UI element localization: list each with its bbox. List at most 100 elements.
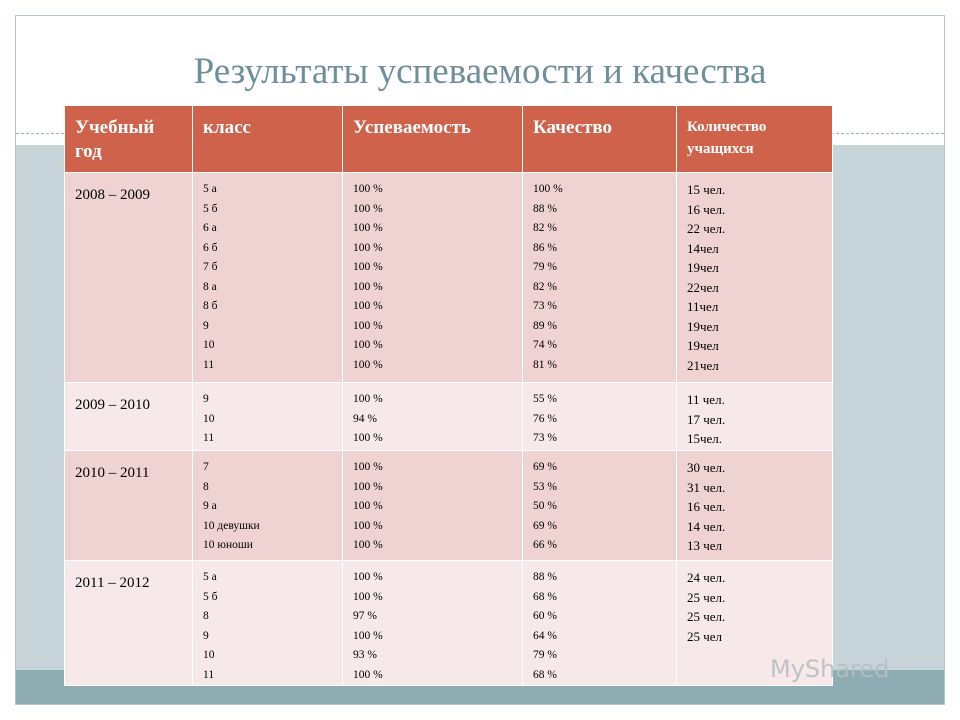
header-cell: Учебный год: [64, 105, 193, 173]
header-text: Учебный год: [75, 117, 155, 162]
quality-line: 60 %: [533, 610, 557, 622]
success-line: 93 %: [353, 649, 377, 661]
header-cell: Качество: [522, 105, 677, 173]
quality-cell: 55 % 76 % 73 %: [522, 382, 677, 451]
quality-line: 68 %: [533, 590, 557, 603]
quality-cell: 100 % 88 % 82 % 86 % 79 % 82 % 73 % 89 % 74 % 81 …: [522, 172, 677, 383]
quality-line: 88 %: [533, 202, 557, 215]
year: 2011 – 2012: [75, 575, 150, 591]
success-line: 100 %: [353, 339, 383, 351]
success-cell: 100 % 100 % 100 % 100 % 100 % 100 % 100 % 100 %…: [342, 172, 523, 383]
classes-line: 10 юноши: [203, 539, 253, 551]
count-line: 25 чел: [687, 628, 723, 644]
count-line: 25 чел.: [687, 589, 726, 605]
header-cell: Количество учащихся: [676, 105, 833, 173]
quality-line: 55 %: [533, 393, 557, 405]
watermark: MyShared: [770, 655, 890, 683]
quality-line: 86 %: [533, 241, 557, 254]
table-row: 2009 – 2010 9 10 11 100 % 94 % 100 % 55 % 76 % 73…: [64, 382, 833, 451]
quality-line: 68 %: [533, 668, 557, 681]
header-text: Успеваемость: [353, 117, 471, 138]
year: 2009 – 2010: [75, 397, 150, 413]
count-line: 16 чел.: [687, 201, 726, 217]
classes-cell: 5 а 5 б 8 9 10 11: [192, 560, 343, 686]
year-cell: 2010 – 2011: [64, 450, 193, 561]
classes-line: 7: [203, 461, 209, 473]
success-line: 100 %: [353, 300, 383, 312]
count-line: 15чел.: [687, 431, 723, 446]
frame: [15, 15, 945, 705]
quality-line: 82 %: [533, 280, 557, 293]
header-text: Качество: [533, 117, 613, 138]
table-row: 2010 – 2011 7 8 9 а 10 девушки 10 юноши 100 % 1…: [64, 450, 833, 561]
success-line: 100 %: [353, 222, 383, 234]
quality-line: 73 %: [533, 432, 557, 444]
quality-line: 88 %: [533, 571, 557, 583]
success-line: 100 %: [353, 183, 383, 195]
classes-line: 9: [203, 319, 209, 332]
classes-line: 10 девушки: [203, 519, 260, 532]
count-line: 15 чел.: [687, 182, 726, 197]
count-cell: 30 чел. 31 чел. 16 чел. 14 чел. 13 чел: [676, 450, 833, 561]
count-line: 22чел: [687, 279, 719, 295]
header-text: Количество учащихся: [687, 119, 767, 157]
count-line: 30 чел.: [687, 460, 726, 475]
quality-line: 69 %: [533, 461, 557, 473]
classes-line: 5 а: [203, 571, 217, 583]
quality-line: 76 %: [533, 412, 557, 425]
count-line: 19чел: [687, 338, 719, 353]
classes-line: 10: [203, 339, 215, 351]
year: 2008 – 2009: [75, 187, 150, 203]
success-line: 100 %: [353, 432, 383, 444]
count-line: 11чел: [687, 299, 719, 314]
header-row: Учебный год класс Успеваемость Качество Коли…: [64, 105, 833, 173]
quality-line: 74 %: [533, 339, 557, 351]
classes-line: 6 а: [203, 222, 217, 234]
success-line: 100 %: [353, 261, 383, 273]
quality-cell: 88 % 68 % 60 % 64 % 79 % 68 %: [522, 560, 677, 686]
results-table: Учебный год класс Успеваемость Качество Коли…: [64, 105, 833, 686]
success-line: 100 %: [353, 461, 383, 473]
classes-line: 8 б: [203, 300, 218, 312]
success-line: 100 %: [353, 500, 383, 512]
classes-line: 5 б: [203, 202, 218, 215]
classes-line: 9 а: [203, 500, 217, 512]
count-line: 22 чел.: [687, 221, 726, 236]
count-line: 19чел: [687, 318, 719, 334]
success-line: 100 %: [353, 393, 383, 405]
classes-line: 6 б: [203, 241, 218, 254]
count-line: 16 чел.: [687, 499, 726, 514]
quality-line: 79 %: [533, 649, 557, 661]
year-cell: 2011 – 2012: [64, 560, 193, 686]
year: 2010 – 2011: [75, 465, 150, 481]
table-row: 2008 – 2009 5 а 5 б 6 а 6 б 7 б 8 а 8 б 9 10 11 100…: [64, 172, 833, 383]
quality-line: 69 %: [533, 519, 557, 532]
classes-line: 7 б: [203, 261, 218, 273]
success-line: 100 %: [353, 280, 383, 293]
success-line: 94 %: [353, 412, 377, 425]
success-line: 100 %: [353, 480, 383, 493]
title: Результаты успеваемости и качества: [193, 51, 767, 92]
count-line: 14 чел.: [687, 518, 726, 534]
count-line: 25 чел.: [687, 609, 726, 624]
count-line: 11 чел.: [687, 392, 725, 407]
success-line: 100 %: [353, 241, 383, 254]
count-line: 24 чел.: [687, 570, 726, 585]
classes-cell: 9 10 11: [192, 382, 343, 451]
classes-line: 8: [203, 480, 209, 493]
classes-line: 10: [203, 412, 215, 425]
quality-line: 64 %: [533, 629, 557, 642]
classes-line: 10: [203, 649, 215, 661]
success-cell: 100 % 100 % 100 % 100 % 100 %: [342, 450, 523, 561]
header-cell: класс: [192, 105, 343, 173]
classes-cell: 5 а 5 б 6 а 6 б 7 б 8 а 8 б 9 10 11: [192, 172, 343, 383]
count-line: 21чел: [687, 357, 719, 373]
classes-line: 5 а: [203, 183, 217, 195]
quality-line: 73 %: [533, 300, 557, 312]
success-line: 100 %: [353, 519, 383, 532]
success-line: 97 %: [353, 610, 377, 622]
count-cell: 24 чел. 25 чел. 25 чел. 25 чел: [676, 560, 833, 686]
success-cell: 100 % 100 % 97 % 100 % 93 % 100 %: [342, 560, 523, 686]
